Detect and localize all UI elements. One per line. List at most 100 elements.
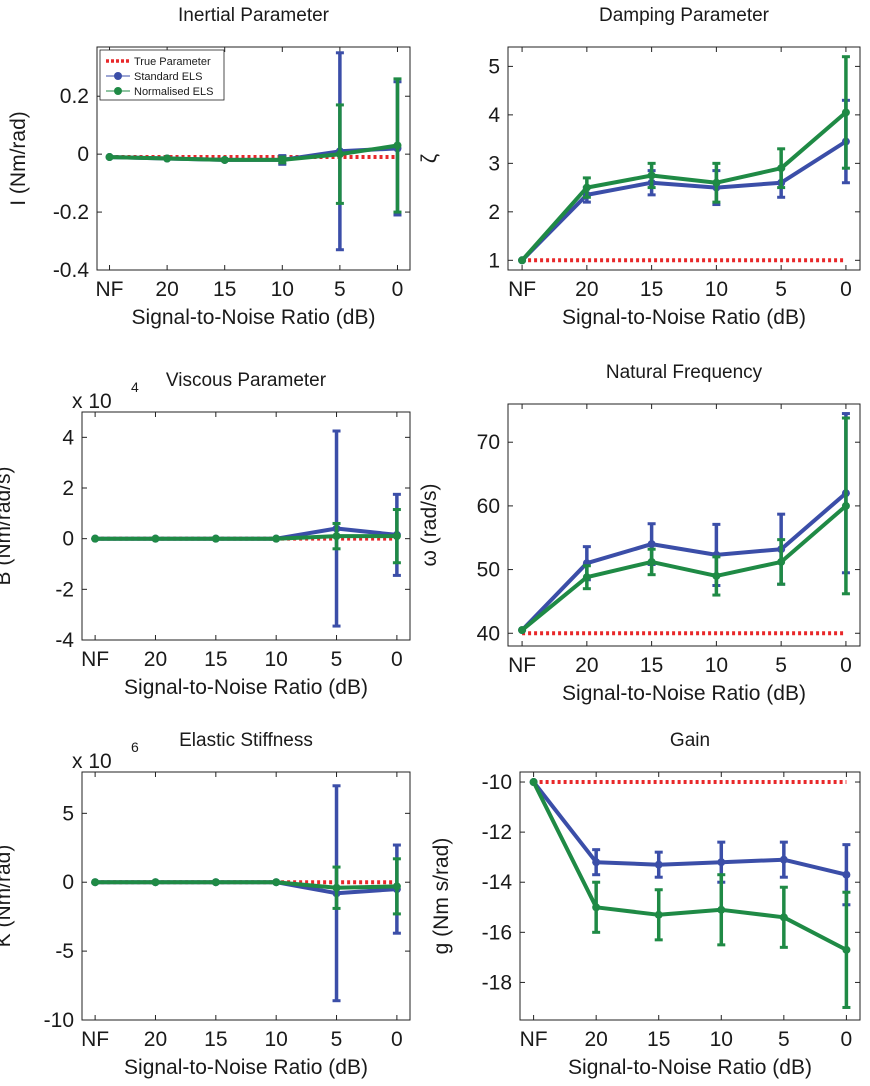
plot-frame xyxy=(81,411,411,641)
y-tick-label: 2 xyxy=(488,201,500,224)
x-tick-label: 10 xyxy=(271,278,294,301)
normalised-els-data-point xyxy=(393,141,402,150)
normalised-els-data-point xyxy=(163,154,172,163)
x-tick-label: 5 xyxy=(775,654,787,677)
plot-frame xyxy=(96,46,411,271)
plot-frame xyxy=(507,46,861,271)
normalised-els-data-point xyxy=(91,534,100,543)
x-tick-label: 20 xyxy=(575,654,598,677)
y-tick-label: 0 xyxy=(62,871,74,894)
x-tick-label: NF xyxy=(81,1028,109,1051)
normalised-els-data-point xyxy=(335,150,344,159)
x-tick-label: 20 xyxy=(144,1028,167,1051)
normalised-els-data-point xyxy=(151,878,160,887)
normalised-els-data-point xyxy=(777,557,786,566)
y-tick-label: -2 xyxy=(55,578,74,601)
x-axis-label: Signal-to-Noise Ratio (dB) xyxy=(568,1056,812,1079)
y-axis-label: g (Nm s/rad) xyxy=(430,838,453,955)
normalised-els-data-point xyxy=(518,256,527,265)
standard-els-data-point xyxy=(842,870,851,879)
x-tick-label: 5 xyxy=(334,278,346,301)
axis-multiplier: x 10 xyxy=(72,390,112,413)
standard-els-data-point xyxy=(592,858,601,867)
x-tick-label: 0 xyxy=(841,1028,853,1051)
x-tick-label: 15 xyxy=(640,278,663,301)
axis-multiplier: x 10 xyxy=(72,750,112,773)
normalised-els-data-point xyxy=(582,573,591,582)
normalised-els-data-point xyxy=(841,108,850,117)
x-tick-label: 5 xyxy=(331,1028,343,1051)
y-tick-label: -10 xyxy=(44,1009,74,1032)
chart-panel-5: 5 0 -5 -10 NF 20 15 10 5 0 Elastic Stiffness x 10 6 S… xyxy=(0,730,411,1079)
axis-multiplier-exponent: 6 xyxy=(131,739,139,755)
chart-panel-2: 5 4 3 2 1 NF 20 15 10 5 0 Damping Parameter Signal-t… xyxy=(418,5,861,329)
normalised-els-data-point xyxy=(654,910,663,919)
y-tick-label: 4 xyxy=(62,426,74,449)
x-tick-label: NF xyxy=(520,1028,548,1051)
legend-swatch-marker xyxy=(114,87,122,95)
normalised-els-data-point xyxy=(717,905,726,914)
standard-els-series-line xyxy=(520,491,848,632)
normalised-els-data-point xyxy=(777,164,786,173)
normalised-els-data-point xyxy=(779,913,788,922)
x-tick-label: 20 xyxy=(155,278,178,301)
normalised-els-data-point xyxy=(211,534,220,543)
y-tick-label: -14 xyxy=(482,871,513,894)
y-tick-label: 2 xyxy=(62,477,74,500)
y-tick-label: -12 xyxy=(482,821,512,844)
normalised-els-data-point xyxy=(841,501,850,510)
x-tick-label: 0 xyxy=(391,1028,403,1051)
chart-title: Damping Parameter xyxy=(599,5,770,26)
y-tick-label: 0 xyxy=(62,528,74,551)
normalised-els-series-line xyxy=(520,110,848,262)
chart-title: Natural Frequency xyxy=(606,362,763,383)
normalised-els-data-point xyxy=(392,882,401,891)
y-tick-label: -18 xyxy=(482,971,512,994)
plot-frame xyxy=(519,771,861,1021)
normalised-els-data-point xyxy=(105,153,114,162)
x-axis-label: Signal-to-Noise Ratio (dB) xyxy=(132,306,376,329)
x-tick-label: 10 xyxy=(264,648,287,671)
x-tick-label: 10 xyxy=(705,278,728,301)
y-axis-label: K (Nm/rad) xyxy=(0,845,15,948)
x-axis-label: Signal-to-Noise Ratio (dB) xyxy=(562,682,806,705)
normalised-els-series-line xyxy=(531,781,848,952)
y-tick-label: 70 xyxy=(477,431,500,454)
y-tick-label: 4 xyxy=(488,104,500,127)
x-tick-label: 0 xyxy=(840,278,852,301)
x-tick-label: 0 xyxy=(391,648,403,671)
normalised-els-data-point xyxy=(647,171,656,180)
x-tick-label: 5 xyxy=(778,1028,790,1051)
plot-frame xyxy=(507,403,861,647)
x-axis-label: Signal-to-Noise Ratio (dB) xyxy=(124,676,368,699)
legend: True Parameter Standard ELS Normalised ELS xyxy=(99,49,225,101)
standard-els-series-line xyxy=(520,139,847,262)
y-tick-label: 50 xyxy=(477,559,500,582)
x-axis-label: Signal-to-Noise Ratio (dB) xyxy=(562,306,806,329)
axis-multiplier-exponent: 4 xyxy=(131,379,139,395)
x-tick-label: 15 xyxy=(204,648,227,671)
y-tick-label: 3 xyxy=(488,152,500,175)
y-axis-label: ω (rad/s) xyxy=(418,484,441,567)
y-tick-label: 40 xyxy=(477,622,500,645)
x-tick-label: NF xyxy=(81,648,109,671)
normalised-els-data-point xyxy=(332,883,341,892)
normalised-els-data-point xyxy=(220,155,229,164)
x-axis-label: Signal-to-Noise Ratio (dB) xyxy=(124,1056,368,1079)
y-axis-label: I (Nm/rad) xyxy=(7,111,30,206)
standard-els-data-point xyxy=(779,855,788,864)
normalised-els-data-point xyxy=(582,183,591,192)
normalised-els-data-point xyxy=(712,178,721,187)
x-tick-label: NF xyxy=(508,654,536,677)
normalised-els-series-line xyxy=(95,534,397,541)
x-tick-label: 10 xyxy=(264,1028,287,1051)
x-tick-label: 10 xyxy=(710,1028,733,1051)
normalised-els-data-point xyxy=(842,945,851,954)
y-axis-label: B (Nm/rad/s) xyxy=(0,466,15,585)
normalised-els-data-point xyxy=(332,532,341,541)
y-axis-label: ζ xyxy=(418,154,441,163)
legend-swatch-marker xyxy=(114,72,122,80)
